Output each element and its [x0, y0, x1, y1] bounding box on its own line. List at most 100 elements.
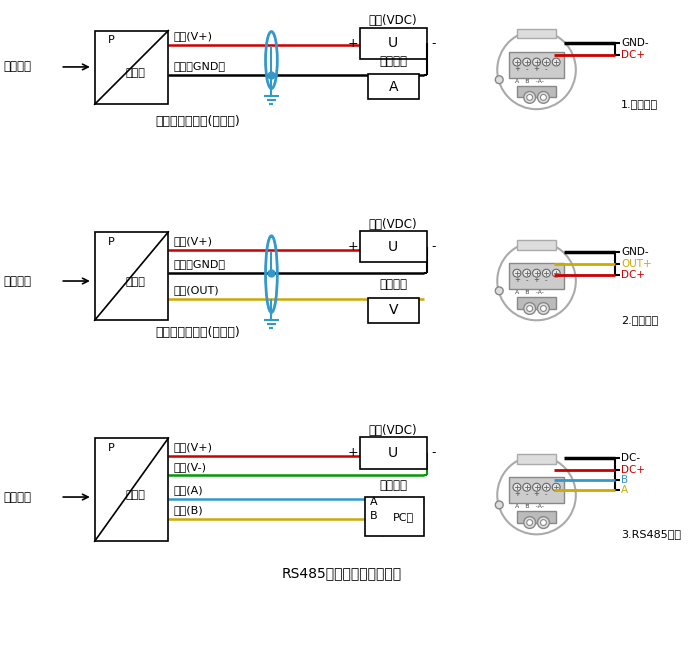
Text: 采集设备: 采集设备 [379, 54, 407, 68]
Circle shape [538, 91, 550, 103]
Circle shape [532, 269, 541, 277]
Text: 红线(V+): 红线(V+) [174, 442, 212, 452]
Circle shape [527, 519, 532, 526]
Circle shape [527, 306, 532, 311]
Text: +: + [348, 446, 358, 460]
Circle shape [543, 483, 550, 491]
Text: 采集设备: 采集设备 [379, 478, 407, 492]
Text: DC-: DC- [621, 453, 640, 463]
Text: 蓝线(A): 蓝线(A) [174, 485, 203, 495]
Text: 1.电流输出: 1.电流输出 [621, 99, 658, 110]
Text: U: U [388, 446, 398, 460]
Text: +: + [348, 240, 358, 253]
Text: 电流输出接线图(两线制): 电流输出接线图(两线制) [155, 116, 240, 128]
Text: V: V [389, 304, 398, 317]
Text: 变送器: 变送器 [126, 68, 146, 78]
Text: A: A [370, 497, 378, 507]
Bar [517, 85, 556, 97]
Text: DC+: DC+ [621, 50, 645, 60]
Circle shape [524, 91, 536, 103]
Text: 红线(V+): 红线(V+) [174, 236, 212, 246]
Text: A   B   -A-: A B -A- [515, 290, 544, 295]
Text: -: - [431, 446, 436, 460]
Text: 液位输入: 液位输入 [3, 60, 31, 73]
Circle shape [527, 95, 532, 100]
Bar [359, 231, 427, 262]
Text: -: - [525, 491, 528, 497]
Text: 电压输出接线图(三线制): 电压输出接线图(三线制) [155, 325, 240, 339]
Text: B: B [621, 475, 628, 485]
Bar [368, 298, 418, 323]
Text: -: - [431, 37, 436, 50]
Text: -: - [525, 277, 528, 283]
Bar [509, 52, 564, 78]
Text: -: - [545, 491, 548, 497]
Text: 黑线（GND）: 黑线（GND） [174, 259, 226, 269]
Text: +: + [348, 37, 358, 50]
Text: +: + [534, 277, 539, 283]
Text: 黑线（GND）: 黑线（GND） [174, 61, 226, 71]
Text: 液位输入: 液位输入 [3, 491, 31, 503]
Text: RS485数字信号输出接线图: RS485数字信号输出接线图 [282, 566, 403, 581]
Text: DC+: DC+ [621, 270, 645, 280]
Circle shape [513, 483, 520, 491]
Text: P: P [108, 36, 115, 46]
Circle shape [513, 58, 520, 66]
Bar [359, 437, 427, 468]
Text: A   B   -A-: A B -A- [515, 505, 544, 509]
Text: +: + [534, 66, 539, 72]
Circle shape [538, 302, 550, 314]
Text: 2.电压输出: 2.电压输出 [621, 315, 658, 325]
Circle shape [523, 483, 531, 491]
Text: -: - [525, 66, 528, 72]
Text: A: A [621, 485, 628, 495]
Circle shape [524, 517, 536, 528]
Text: OUT+: OUT+ [621, 259, 652, 269]
Text: 黄线(OUT): 黄线(OUT) [174, 285, 219, 295]
Text: P: P [108, 237, 115, 247]
Circle shape [496, 287, 503, 295]
Text: -: - [545, 277, 548, 283]
Bar [517, 297, 556, 308]
Text: GND-: GND- [621, 38, 649, 48]
Text: U: U [388, 240, 398, 253]
Text: GND-: GND- [621, 247, 649, 257]
Circle shape [532, 58, 541, 66]
Circle shape [523, 269, 531, 277]
Text: B: B [370, 511, 378, 521]
Circle shape [524, 302, 536, 314]
Text: P: P [108, 443, 115, 453]
Text: 电源(VDC): 电源(VDC) [369, 424, 418, 437]
Bar [365, 497, 423, 536]
Circle shape [543, 58, 550, 66]
Text: U: U [388, 36, 398, 50]
Circle shape [538, 517, 550, 528]
Text: 绿线(V-): 绿线(V-) [174, 462, 206, 472]
Text: +: + [534, 491, 539, 497]
Bar [517, 454, 556, 464]
Bar [94, 31, 169, 104]
Text: DC+: DC+ [621, 464, 645, 474]
Text: A: A [389, 79, 398, 93]
Bar [517, 29, 556, 38]
Text: A   B   -A-: A B -A- [515, 79, 544, 84]
Bar [359, 28, 427, 59]
Text: 3.RS485输出: 3.RS485输出 [621, 530, 681, 540]
Circle shape [541, 95, 546, 100]
Text: 黄线(B): 黄线(B) [174, 505, 203, 515]
Text: 采集设备: 采集设备 [379, 278, 407, 292]
Text: 电源(VDC): 电源(VDC) [369, 14, 418, 28]
Text: +: + [514, 277, 520, 283]
Bar [509, 477, 564, 503]
Circle shape [552, 58, 560, 66]
Bar [509, 263, 564, 289]
Text: -: - [545, 66, 548, 72]
Circle shape [523, 58, 531, 66]
Text: 红线(V+): 红线(V+) [174, 32, 212, 42]
Text: +: + [514, 491, 520, 497]
Bar [368, 74, 418, 99]
Text: -: - [431, 240, 436, 253]
Text: 变送器: 变送器 [126, 490, 146, 500]
Circle shape [552, 269, 560, 277]
Text: 液位输入: 液位输入 [3, 274, 31, 288]
